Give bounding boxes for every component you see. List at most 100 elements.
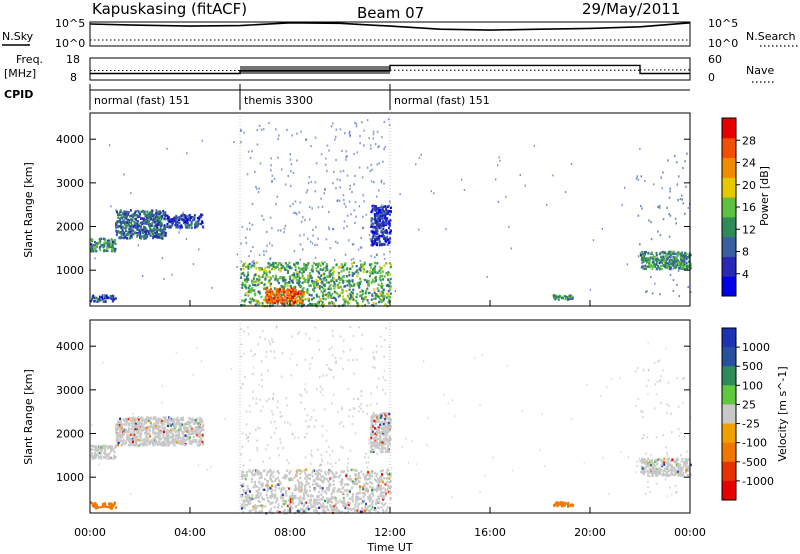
data-cell	[144, 219, 147, 222]
data-cell	[382, 205, 385, 208]
data-cell	[92, 250, 95, 253]
data-cell	[661, 250, 664, 254]
data-cell	[244, 495, 247, 498]
data-cell	[318, 468, 321, 472]
data-cell	[163, 419, 166, 423]
data-cell	[132, 213, 135, 216]
data-cell	[644, 257, 647, 261]
data-cell	[277, 281, 280, 285]
data-cell	[116, 211, 119, 214]
scatter-point	[351, 243, 354, 246]
data-cell	[91, 452, 93, 455]
scatter-point	[323, 192, 326, 195]
data-cell	[323, 290, 326, 293]
data-cell	[313, 285, 315, 288]
data-cell	[332, 472, 335, 476]
data-cell	[378, 300, 381, 304]
data-cell	[385, 508, 388, 512]
data-cell	[374, 261, 377, 265]
data-cell	[202, 443, 205, 446]
data-cell	[151, 211, 153, 214]
scatter-point	[277, 134, 280, 137]
data-cell	[177, 437, 179, 440]
data-cell	[170, 218, 173, 221]
data-cell	[268, 296, 270, 299]
data-cell	[384, 222, 387, 226]
data-cell	[333, 496, 336, 499]
velocity-panel	[90, 325, 692, 515]
data-cell	[163, 437, 166, 441]
scatter-point	[249, 228, 251, 231]
data-cell	[315, 267, 318, 270]
data-cell	[266, 275, 269, 278]
data-cell	[286, 288, 289, 291]
data-cell	[372, 302, 375, 305]
data-cell	[184, 444, 187, 447]
data-cell	[130, 437, 133, 441]
data-cell	[182, 418, 185, 422]
data-cell	[194, 419, 197, 422]
data-cell	[114, 247, 117, 251]
data-cell	[337, 273, 340, 276]
data-cell	[288, 487, 290, 490]
scatter-point	[108, 144, 111, 147]
data-cell	[305, 290, 308, 293]
data-cell	[349, 285, 352, 288]
scatter-point	[331, 346, 333, 349]
data-cell	[277, 291, 280, 294]
data-cell	[378, 234, 381, 238]
scatter-point	[276, 406, 279, 409]
data-cell	[141, 210, 144, 214]
data-cell	[673, 256, 676, 259]
data-cell	[352, 288, 355, 291]
data-cell	[377, 211, 380, 214]
data-cell	[254, 293, 257, 297]
data-cell	[318, 478, 321, 481]
scatter-point	[365, 452, 367, 455]
data-cell	[570, 294, 573, 298]
scatter-point	[422, 359, 425, 362]
scatter-point	[268, 121, 270, 125]
data-cell	[109, 295, 112, 298]
data-cell	[335, 471, 338, 475]
data-cell	[282, 265, 285, 268]
data-cell	[321, 497, 324, 501]
data-cell	[369, 263, 371, 266]
scatter-point	[659, 234, 662, 237]
data-cell	[263, 283, 266, 286]
nave-tick-bottom: 0	[708, 71, 715, 84]
scatter-point	[592, 239, 595, 242]
scatter-point	[641, 410, 644, 414]
data-cell	[264, 505, 267, 508]
scatter-point	[254, 352, 256, 356]
data-cell	[251, 494, 254, 497]
data-cell	[108, 245, 111, 248]
data-cell	[259, 482, 262, 486]
scatter-point	[312, 234, 314, 237]
data-cell	[250, 480, 253, 483]
scatter-point	[637, 178, 640, 181]
data-cell	[167, 422, 170, 425]
data-cell	[291, 273, 294, 277]
data-cell	[329, 269, 332, 272]
data-cell	[664, 265, 667, 269]
data-cell	[343, 300, 346, 303]
data-cell	[197, 425, 199, 429]
scatter-point	[640, 175, 643, 178]
data-cell	[367, 505, 370, 508]
scatter-point	[325, 157, 327, 160]
power-ytick-label: 2000	[56, 221, 84, 234]
data-cell	[657, 258, 660, 261]
scatter-point	[277, 400, 279, 403]
data-cell	[367, 478, 370, 481]
data-cell	[100, 446, 103, 449]
data-cell	[330, 497, 333, 500]
data-cell	[120, 233, 123, 237]
data-cell	[132, 422, 135, 425]
data-cell	[651, 257, 654, 261]
data-cell	[686, 265, 689, 268]
scatter-point	[343, 220, 346, 223]
scatter-point	[484, 474, 486, 477]
scatter-point	[102, 361, 104, 364]
data-cell	[553, 295, 556, 298]
